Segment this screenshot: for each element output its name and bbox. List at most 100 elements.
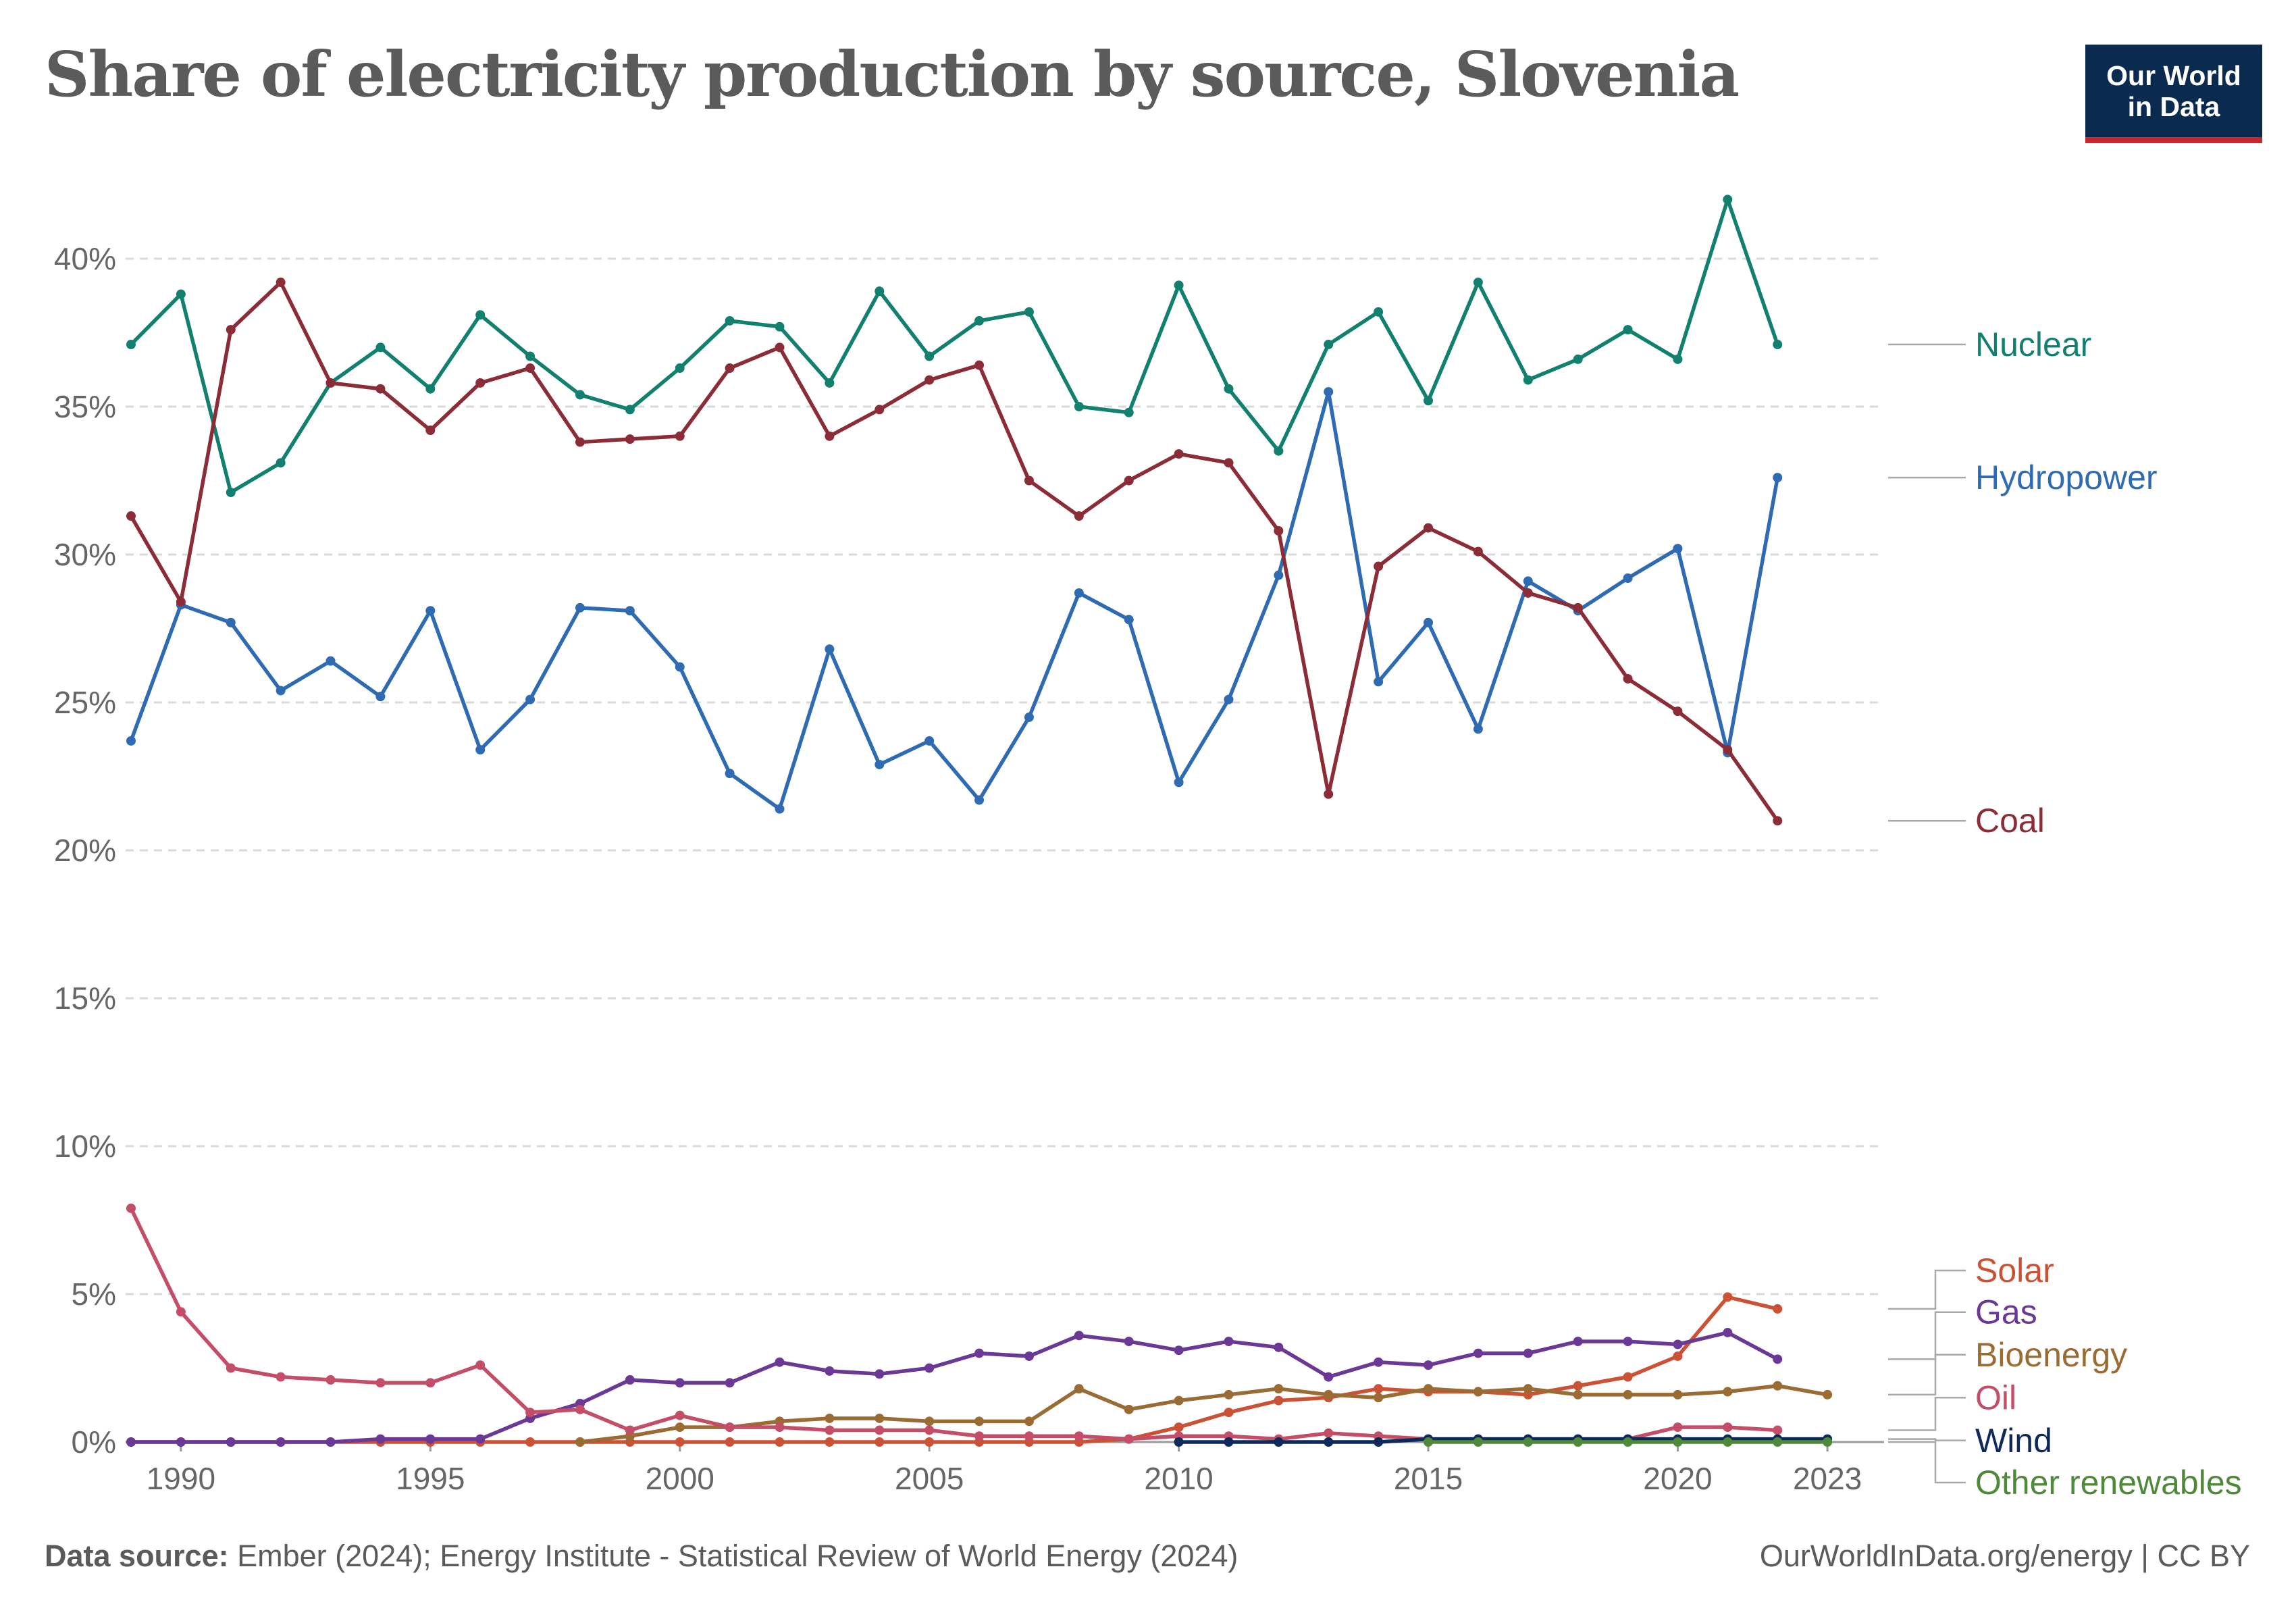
series-line bbox=[578, 1384, 1829, 1444]
data-point bbox=[1224, 458, 1234, 468]
data-point bbox=[1623, 673, 1633, 684]
series-label: Gas bbox=[1975, 1293, 2037, 1331]
data-point bbox=[1024, 1431, 1034, 1441]
data-point bbox=[1374, 307, 1384, 317]
logo-line-1: Our World bbox=[2106, 59, 2241, 91]
data-point bbox=[1224, 1408, 1234, 1418]
data-point bbox=[1174, 1345, 1184, 1356]
data-point bbox=[825, 1413, 835, 1423]
series-line bbox=[129, 1206, 1779, 1441]
data-source-label: Data source: bbox=[45, 1539, 229, 1573]
data-point bbox=[276, 1372, 286, 1382]
data-point bbox=[974, 1416, 985, 1426]
data-point bbox=[1723, 1292, 1733, 1302]
data-point bbox=[126, 736, 136, 746]
data-point bbox=[325, 378, 336, 388]
data-point bbox=[1673, 1351, 1683, 1361]
owid-logo[interactable]: Our World in Data bbox=[2085, 45, 2262, 143]
data-point bbox=[924, 1363, 935, 1373]
series-gas bbox=[126, 1327, 1783, 1447]
data-point bbox=[126, 1437, 136, 1447]
data-point bbox=[1124, 615, 1134, 625]
data-point bbox=[375, 342, 386, 353]
data-point bbox=[1673, 1339, 1683, 1349]
credit-link[interactable]: OurWorldInData.org/energy | CC BY bbox=[1759, 1539, 2250, 1573]
data-point bbox=[1174, 449, 1184, 459]
data-point bbox=[1224, 384, 1234, 394]
data-point bbox=[875, 1437, 885, 1447]
data-point bbox=[1673, 544, 1683, 554]
data-point bbox=[1224, 1337, 1234, 1347]
data-point bbox=[1573, 1437, 1583, 1447]
data-point bbox=[525, 363, 536, 374]
data-point bbox=[1274, 525, 1284, 536]
data-point bbox=[1623, 1337, 1633, 1347]
data-point bbox=[126, 511, 136, 521]
data-point bbox=[1274, 570, 1284, 580]
x-axis: 1990 1995 2000 2005 2010 2015 2020 2023 bbox=[126, 1441, 1884, 1496]
data-point bbox=[825, 1437, 835, 1447]
x-tick-label: 2000 bbox=[646, 1461, 714, 1496]
data-point bbox=[475, 1434, 486, 1444]
data-point bbox=[1324, 340, 1334, 350]
data-point bbox=[475, 378, 486, 388]
data-point bbox=[625, 405, 635, 415]
data-point bbox=[1374, 677, 1384, 687]
data-point bbox=[1024, 1351, 1034, 1361]
data-point bbox=[1673, 1389, 1683, 1399]
data-point bbox=[1124, 407, 1134, 417]
x-tick-label: 1995 bbox=[396, 1461, 465, 1496]
series-hydropower bbox=[126, 387, 1783, 814]
data-point bbox=[1024, 475, 1034, 486]
data-point bbox=[1473, 1437, 1483, 1447]
data-point bbox=[1723, 195, 1733, 205]
data-point bbox=[1424, 617, 1434, 627]
data-point bbox=[1773, 816, 1783, 826]
data-point bbox=[1473, 278, 1483, 288]
data-point bbox=[1424, 396, 1434, 406]
data-point bbox=[1424, 1360, 1434, 1370]
y-tick-label: 40% bbox=[54, 241, 116, 276]
data-point bbox=[226, 617, 236, 627]
x-tick-label: 2005 bbox=[895, 1461, 964, 1496]
data-point bbox=[276, 458, 286, 468]
data-point bbox=[1124, 1337, 1134, 1347]
data-point bbox=[675, 662, 685, 672]
series-nuclear bbox=[126, 195, 1783, 498]
data-point bbox=[1623, 1372, 1633, 1382]
series-labels: Nuclear Hydropower Coal Solar Gas Bioenergy Oi… bbox=[1888, 326, 2242, 1501]
data-point bbox=[1074, 588, 1084, 598]
data-point bbox=[1274, 1437, 1284, 1447]
data-point bbox=[1324, 387, 1334, 397]
data-point bbox=[1274, 446, 1284, 456]
data-point bbox=[1523, 1437, 1533, 1447]
data-point bbox=[176, 1437, 186, 1447]
data-point bbox=[725, 1437, 735, 1447]
data-point bbox=[924, 736, 935, 746]
data-point bbox=[1074, 1384, 1084, 1394]
data-point bbox=[1673, 1422, 1683, 1433]
data-point bbox=[425, 1434, 436, 1444]
data-point bbox=[575, 1404, 585, 1414]
series-lines bbox=[126, 195, 1833, 1447]
data-point bbox=[375, 692, 386, 702]
data-point bbox=[375, 1378, 386, 1388]
data-point bbox=[1723, 1422, 1733, 1433]
data-point bbox=[1823, 1437, 1833, 1447]
data-point bbox=[1224, 1437, 1234, 1447]
data-point bbox=[1124, 1404, 1134, 1414]
data-point bbox=[1773, 1437, 1783, 1447]
data-point bbox=[1424, 1384, 1434, 1394]
series-line bbox=[1176, 1437, 1829, 1444]
x-tick-label: 2015 bbox=[1394, 1461, 1463, 1496]
data-point bbox=[675, 363, 685, 374]
x-tick-label: 2010 bbox=[1144, 1461, 1213, 1496]
series-line bbox=[129, 1295, 1779, 1444]
data-point bbox=[1773, 1381, 1783, 1391]
label-leader-line bbox=[1888, 1441, 1966, 1484]
data-point bbox=[1324, 1389, 1334, 1399]
data-point bbox=[875, 759, 885, 769]
data-point bbox=[675, 431, 685, 441]
data-point bbox=[974, 360, 985, 370]
